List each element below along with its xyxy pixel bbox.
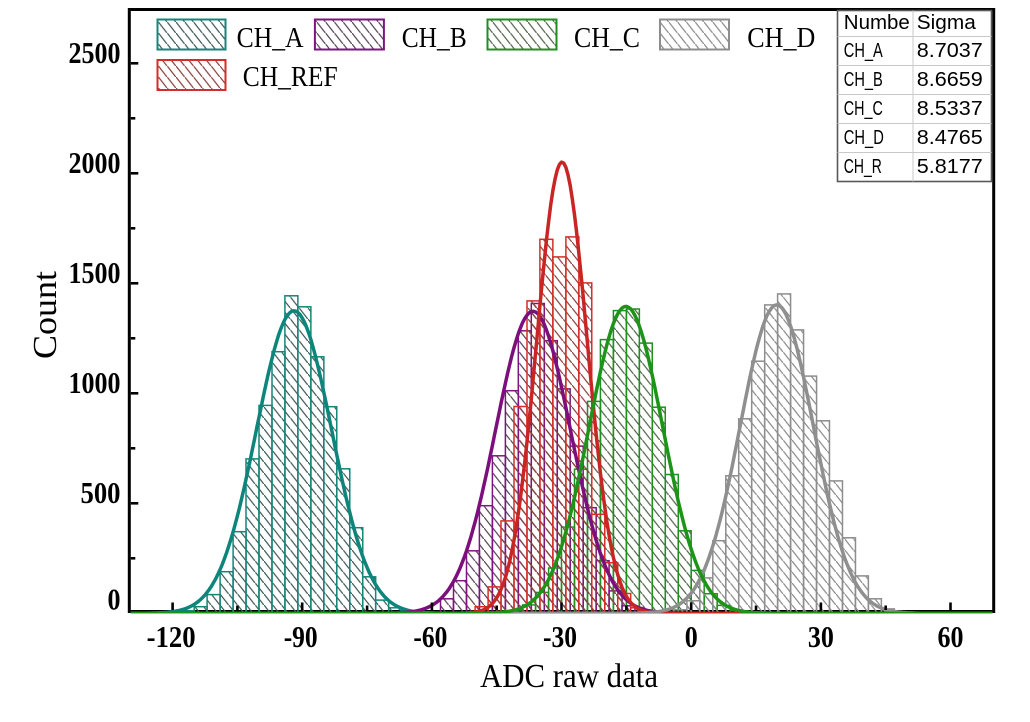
- svg-text:CH_D: CH_D: [844, 127, 884, 149]
- svg-text:5.8177: 5.8177: [917, 156, 983, 178]
- svg-text:-90: -90: [284, 619, 318, 654]
- svg-text:1500: 1500: [69, 255, 121, 290]
- svg-text:CH_C: CH_C: [844, 98, 883, 120]
- svg-text:CH_REF: CH_REF: [243, 62, 338, 93]
- svg-text:30: 30: [808, 619, 834, 654]
- svg-text:8.7037: 8.7037: [917, 40, 983, 62]
- svg-text:8.4765: 8.4765: [917, 127, 983, 149]
- svg-text:0: 0: [685, 619, 698, 654]
- svg-text:CH_D: CH_D: [747, 23, 815, 54]
- svg-text:2500: 2500: [69, 35, 121, 70]
- svg-text:60: 60: [938, 619, 964, 654]
- svg-text:Sigma: Sigma: [917, 12, 977, 34]
- svg-text:CH_B: CH_B: [844, 69, 883, 91]
- svg-text:-30: -30: [543, 619, 577, 654]
- svg-text:CH_A: CH_A: [844, 40, 883, 62]
- svg-text:500: 500: [81, 475, 121, 510]
- svg-text:0: 0: [108, 582, 121, 617]
- svg-text:CH_B: CH_B: [402, 23, 467, 54]
- svg-text:Count: Count: [27, 270, 64, 359]
- svg-text:-60: -60: [413, 619, 447, 654]
- svg-text:ADC raw data: ADC raw data: [480, 658, 658, 695]
- svg-text:2000: 2000: [69, 145, 121, 180]
- svg-text:CH_C: CH_C: [574, 23, 640, 54]
- svg-text:8.5337: 8.5337: [917, 98, 983, 120]
- svg-text:Numbe: Numbe: [844, 12, 910, 34]
- svg-text:1000: 1000: [69, 365, 121, 400]
- svg-text:CH_A: CH_A: [237, 23, 305, 54]
- svg-text:8.6659: 8.6659: [917, 69, 983, 91]
- svg-text:-120: -120: [147, 619, 196, 654]
- svg-text:CH_R: CH_R: [844, 156, 882, 178]
